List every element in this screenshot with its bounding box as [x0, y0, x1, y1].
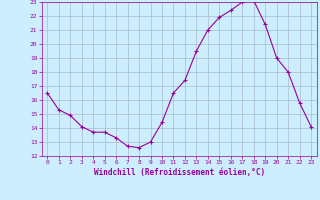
X-axis label: Windchill (Refroidissement éolien,°C): Windchill (Refroidissement éolien,°C): [94, 168, 265, 177]
